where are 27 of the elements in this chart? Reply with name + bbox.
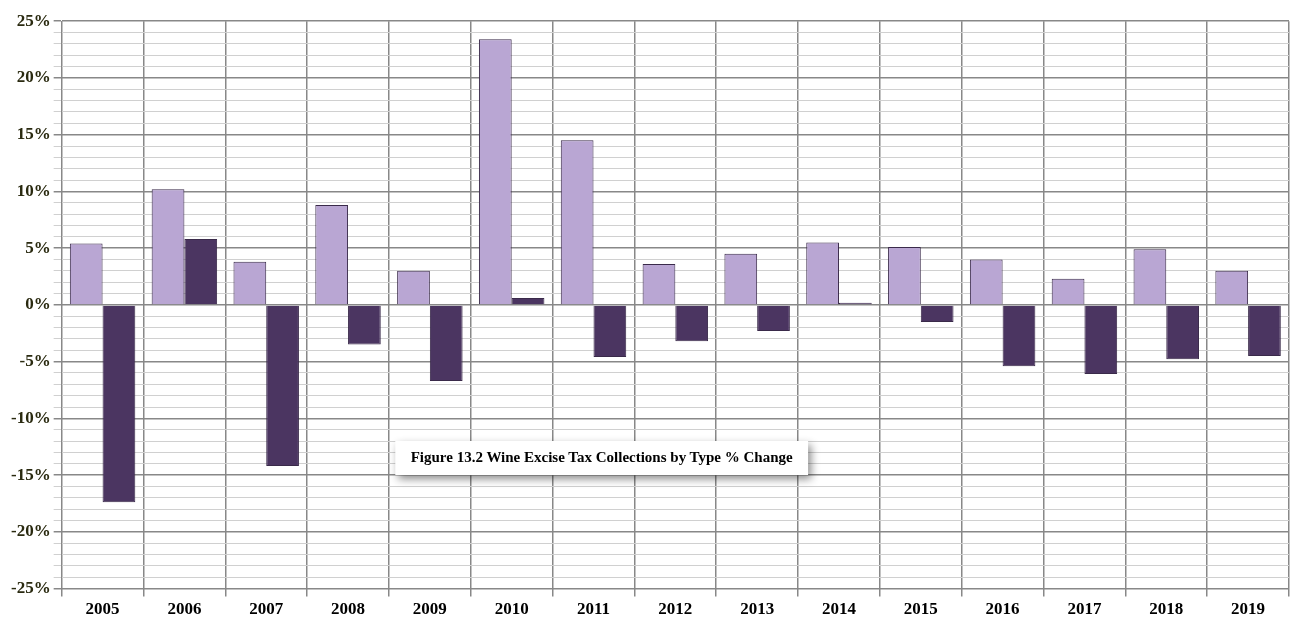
x-tick-label: 2011 <box>576 599 611 619</box>
x-tick-label: 2014 <box>821 599 857 619</box>
y-tick-label: 20% <box>16 67 51 87</box>
x-tick-label: 2010 <box>494 599 529 619</box>
x-tick-label: 2008 <box>331 599 366 619</box>
y-tick-label: 0% <box>25 294 51 314</box>
x-tick-label: 2012 <box>658 599 693 619</box>
x-tick-label: 2018 <box>1149 599 1184 619</box>
x-tick-label: 2006 <box>167 599 202 619</box>
y-tick-label: 10% <box>16 180 51 200</box>
y-tick-label: -15% <box>10 464 51 484</box>
y-tick-label: -20% <box>10 521 51 541</box>
annotation: Figure 13.2 Wine Excise Tax Collections by Type % Change <box>410 448 794 465</box>
y-tick-label: 5% <box>25 237 51 257</box>
y-tick-label: -5% <box>19 351 51 371</box>
x-tick-label: 2015 <box>903 599 938 619</box>
y-tick-label: 25% <box>16 10 51 30</box>
y-tick-label: 15% <box>16 124 51 144</box>
x-tick-label: 2009 <box>412 599 447 619</box>
x-tick-label: 2016 <box>985 599 1020 619</box>
x-tick-label: 2005 <box>85 599 120 619</box>
x-tick-label: 2007 <box>249 599 284 619</box>
y-tick-label: -10% <box>10 407 51 427</box>
y-tick-label: -25% <box>10 577 51 597</box>
x-tick-label: 2017 <box>1067 599 1102 619</box>
x-tick-label: 2019 <box>1231 599 1266 619</box>
x-tick-label: 2013 <box>740 599 775 619</box>
